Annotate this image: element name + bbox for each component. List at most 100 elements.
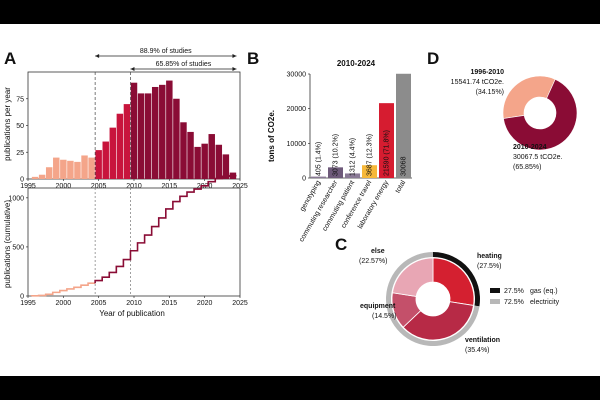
c-slice-1 bbox=[402, 301, 474, 341]
chart-b: 2010-2024 tons of CO2e. 405 (1.4%)genoty… bbox=[267, 59, 412, 243]
a-bottom-xtick-2015: 2015 bbox=[162, 300, 178, 307]
a-bottom-xtick-1995: 1995 bbox=[20, 300, 36, 307]
b-bar-3 bbox=[362, 165, 377, 178]
bar-2017 bbox=[180, 122, 187, 179]
bar-2009 bbox=[123, 104, 131, 179]
c-label-else-pct: (22.57%) bbox=[359, 258, 387, 265]
b-bar-label-2: 1312 (4.4%) bbox=[350, 138, 357, 176]
b-bar-label-0: 405 (1.4%) bbox=[316, 142, 323, 176]
bar-2023 bbox=[222, 154, 230, 179]
c-label-heating-pct: (27.5%) bbox=[477, 263, 502, 270]
a-top-xtick-2025: 2025 bbox=[232, 183, 248, 190]
b-bar-label-4: 21590 (71.8%) bbox=[384, 130, 391, 176]
bar-2014 bbox=[159, 84, 166, 179]
chart-d: 1996-2010 15541.74 tCO2e. (34.15%) 2010-… bbox=[451, 69, 578, 171]
chart-a-bottom-xlabel: Year of publication bbox=[99, 309, 165, 318]
chart-a-top-ylabel: publications per year bbox=[3, 87, 12, 161]
bar-1999 bbox=[53, 157, 60, 179]
bar-2020 bbox=[201, 143, 208, 179]
bar-2002 bbox=[74, 161, 81, 179]
a-top-xtick-2010: 2010 bbox=[126, 183, 142, 190]
bar-2008 bbox=[116, 113, 124, 179]
d-label-amount-2: 30067.5 tCO2e. bbox=[513, 154, 562, 161]
bar-1996 bbox=[31, 176, 39, 179]
bar-1997 bbox=[38, 174, 46, 179]
c-legend-elec-name: electricity bbox=[530, 299, 560, 306]
c-label-ventilation-pct: (35.4%) bbox=[465, 347, 490, 354]
c-label-equipment-pct: (14.5%) bbox=[372, 313, 397, 320]
a-top-ytick-25: 25 bbox=[16, 150, 24, 157]
b-bar-1 bbox=[328, 167, 343, 178]
c-label-equipment-name: equipment bbox=[360, 303, 396, 310]
a-bottom-xtick-2000: 2000 bbox=[56, 300, 72, 307]
bar-2005 bbox=[95, 150, 102, 179]
a-top-xtick-1995: 1995 bbox=[20, 183, 36, 190]
c-label-ventilation-name: ventilation bbox=[465, 337, 500, 344]
c-outer-0 bbox=[433, 252, 480, 307]
chart-a-bottom: 0 500 1000 1995 2000 2005 2010 2015 2020 2025 pub… bbox=[3, 174, 248, 318]
bar-2013 bbox=[151, 86, 159, 179]
d-label-amount-1: 15541.74 tCO2e. bbox=[451, 79, 504, 86]
bar-2006 bbox=[102, 141, 109, 179]
bar-2003 bbox=[81, 155, 88, 179]
b-ytick-20000: 20000 bbox=[287, 106, 307, 113]
bar-2015 bbox=[166, 80, 173, 179]
bar-1998 bbox=[45, 167, 53, 179]
a-top-xtick-2015: 2015 bbox=[162, 183, 178, 190]
chart-b-ylabel: tons of CO2e. bbox=[267, 110, 276, 162]
panel-label-d: D bbox=[427, 49, 439, 68]
chart-c: heating (27.5%) ventilation (35.4%) equi… bbox=[359, 248, 560, 354]
cumulative-line-late bbox=[94, 174, 237, 284]
b-bar-4 bbox=[379, 103, 394, 178]
annotation-text-0: 88.9% of studies bbox=[140, 48, 192, 55]
panel-label-c: C bbox=[335, 235, 347, 254]
annotation-arrowhead-right-0 bbox=[232, 54, 237, 58]
a-top-xtick-2000: 2000 bbox=[56, 183, 72, 190]
bar-2007 bbox=[109, 127, 117, 179]
annotation-text-1: 65.85% of studies bbox=[156, 61, 212, 68]
b-ytick-10000: 10000 bbox=[287, 141, 307, 148]
a-bottom-xtick-2005: 2005 bbox=[91, 300, 107, 307]
a-bottom-xtick-2020: 2020 bbox=[197, 300, 213, 307]
bar-2022 bbox=[215, 144, 223, 179]
b-ytick-30000: 30000 bbox=[287, 72, 307, 79]
b-bar-5 bbox=[396, 73, 411, 178]
bar-2010 bbox=[130, 82, 138, 179]
a-top-ytick-50: 50 bbox=[16, 123, 24, 130]
bar-2012 bbox=[144, 93, 152, 179]
bar-2001 bbox=[67, 160, 74, 179]
a-bottom-ytick-1000: 1000 bbox=[8, 195, 24, 202]
b-category-5: total bbox=[395, 179, 408, 194]
a-bottom-ytick-500: 500 bbox=[12, 244, 24, 251]
bar-2000 bbox=[60, 159, 67, 179]
chart-b-title: 2010-2024 bbox=[337, 59, 376, 68]
b-bar-label-3: 3687 (12.3%) bbox=[367, 134, 374, 176]
b-bar-label-5: 30068 bbox=[401, 156, 408, 176]
figure-panel: A B D C 0 25 50 75 1995 2000 2005 2010 2015 2020 2… bbox=[0, 24, 600, 376]
c-label-else-name: else bbox=[371, 248, 385, 255]
d-label-share-1: (34.15%) bbox=[476, 89, 504, 96]
c-legend-gas-name: gas (eq.) bbox=[530, 288, 558, 295]
a-bottom-xtick-2010: 2010 bbox=[126, 300, 142, 307]
bar-2021 bbox=[208, 134, 215, 179]
d-label-share-2: (65.85%) bbox=[513, 164, 541, 171]
a-top-ytick-75: 75 bbox=[16, 96, 24, 103]
d-slice-1 bbox=[503, 78, 578, 151]
c-legend-gas-value: 27.5% bbox=[504, 288, 524, 295]
bar-2011 bbox=[137, 93, 145, 179]
chart-a-bottom-ylabel: publications (cumulative) bbox=[3, 200, 12, 288]
c-slice-3 bbox=[392, 257, 434, 297]
c-slice-0 bbox=[432, 257, 475, 306]
annotation-arrowhead-left-0 bbox=[95, 54, 100, 58]
a-bottom-xtick-2025: 2025 bbox=[232, 300, 248, 307]
a-top-ytick-0: 0 bbox=[20, 177, 24, 184]
bar-2004 bbox=[88, 157, 95, 179]
d-label-period-2: 2010-2024 bbox=[513, 144, 547, 151]
b-bar-0 bbox=[311, 176, 326, 178]
panel-label-a: A bbox=[4, 49, 16, 68]
b-bar-label-1: 3073 (10.2%) bbox=[333, 134, 340, 176]
c-label-heating-name: heating bbox=[477, 253, 502, 260]
annotation-arrowhead-right-1 bbox=[232, 67, 237, 71]
annotation-arrowhead-left-1 bbox=[130, 67, 135, 71]
